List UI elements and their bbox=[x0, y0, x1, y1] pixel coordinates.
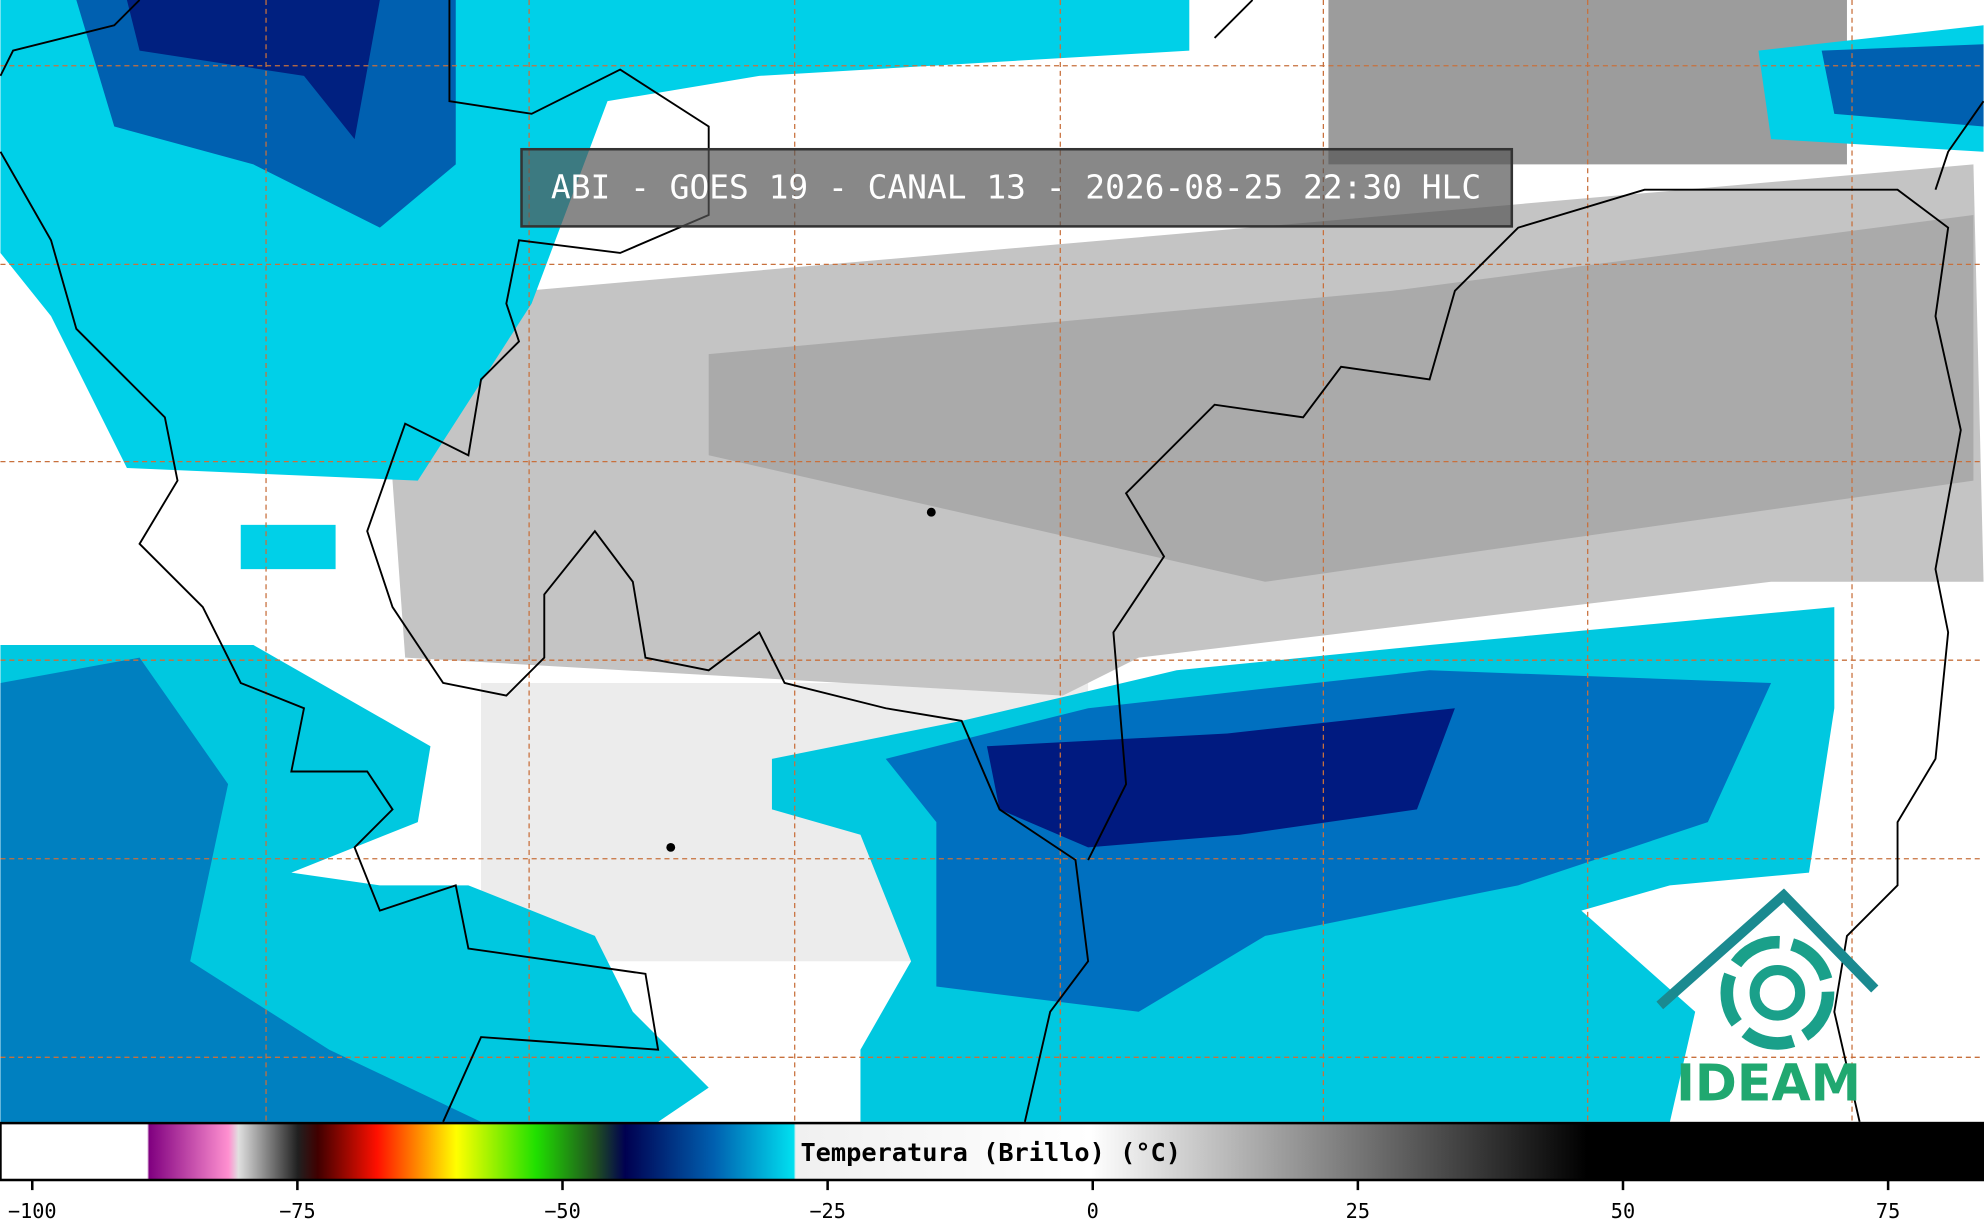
colorbar-tick-label: −25 bbox=[809, 1199, 846, 1223]
logo: IDEAM bbox=[1656, 888, 1879, 1112]
title-box: ABI - GOES 19 - CANAL 13 - 2026-08-25 22… bbox=[520, 147, 1514, 228]
colorbar-label: Temperatura (Brillo) (°C) bbox=[800, 1138, 1181, 1167]
colorbar: Temperatura (Brillo) (°C) −100 −75 −50 −25 0… bbox=[0, 1121, 1984, 1223]
colorbar-tick-label: 75 bbox=[1876, 1199, 1900, 1223]
colorbar-tick-label: 0 bbox=[1087, 1199, 1099, 1223]
colorbar-tick-label: −100 bbox=[8, 1199, 57, 1223]
logo-text: IDEAM bbox=[1676, 1053, 1861, 1112]
colorbar-tick-label: 50 bbox=[1611, 1199, 1635, 1223]
map-title: ABI - GOES 19 - CANAL 13 - 2026-08-25 22… bbox=[551, 168, 1481, 207]
colorbar-tick-label: −50 bbox=[544, 1199, 581, 1223]
colorbar-tick-label: −75 bbox=[279, 1199, 316, 1223]
graticule bbox=[0, 0, 1984, 1122]
colorbar-tick-label: 25 bbox=[1346, 1199, 1370, 1223]
